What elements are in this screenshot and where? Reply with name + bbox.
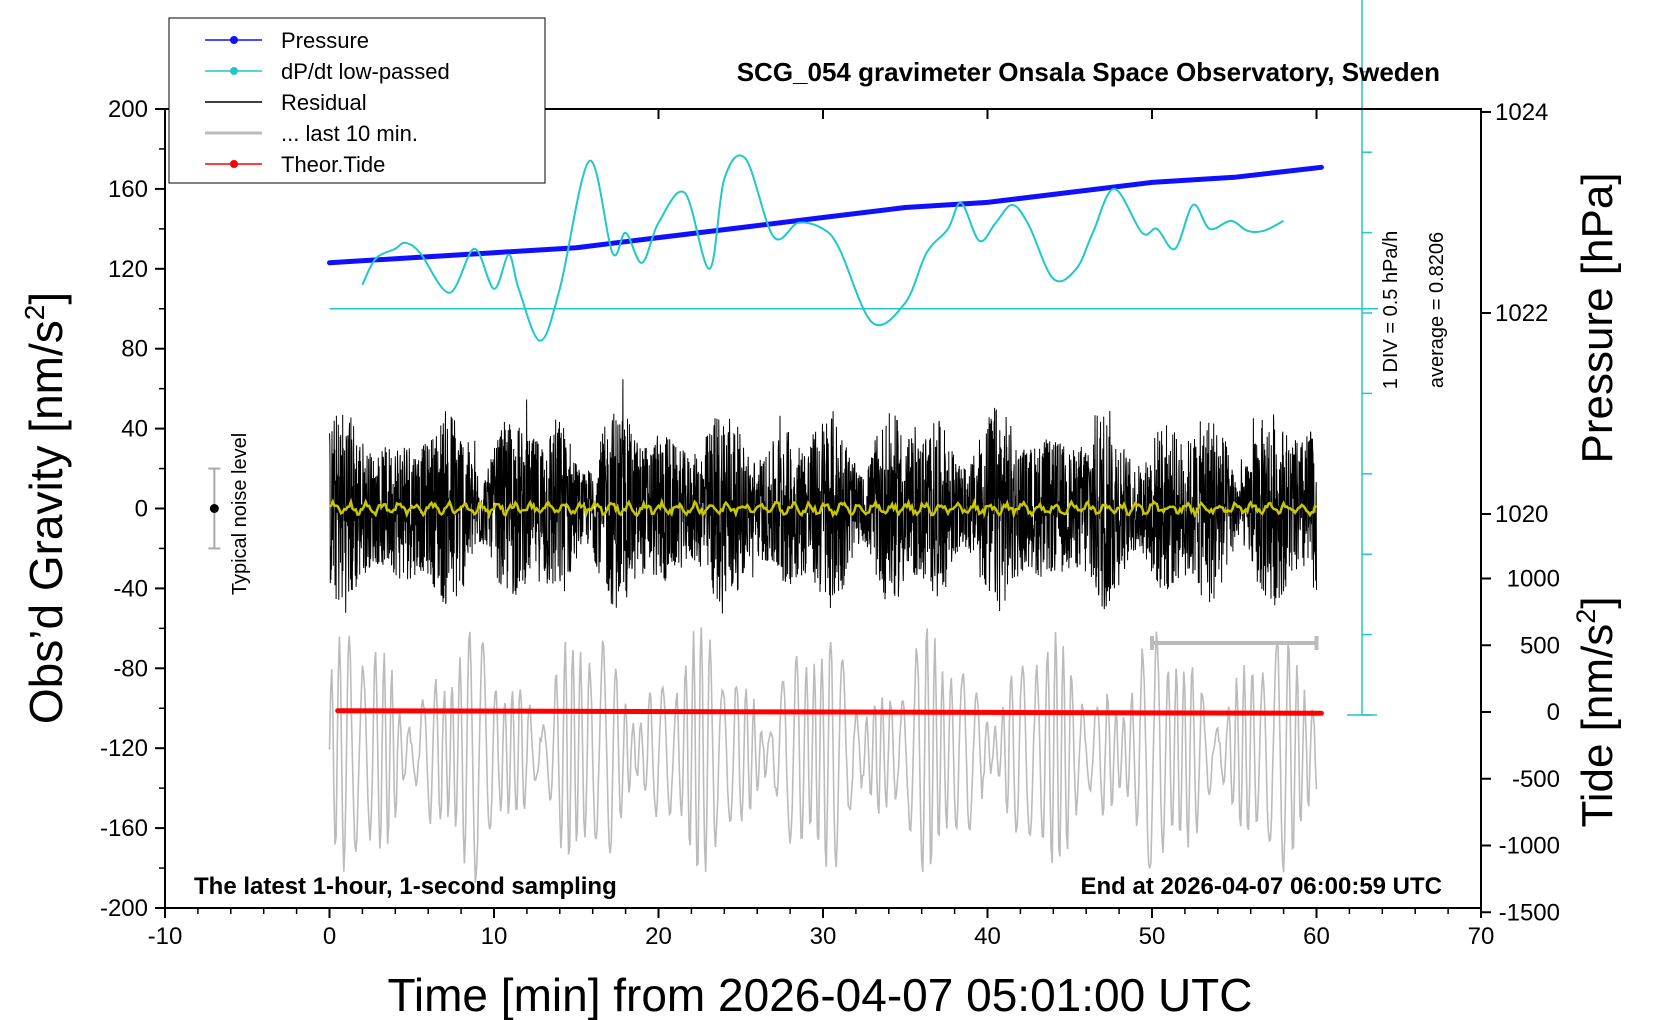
y-tick-label: 160	[108, 176, 148, 203]
x-tick-label: 0	[323, 923, 336, 950]
x-tick-label: 60	[1303, 923, 1330, 950]
legend-swatch-marker	[230, 36, 238, 44]
legend-swatch-marker	[230, 160, 238, 168]
x-tick-label: 10	[481, 923, 508, 950]
pressure-tick-label: 1020	[1495, 501, 1548, 528]
legend-label: Theor.Tide	[281, 152, 385, 177]
tide-tick-label: 500	[1520, 632, 1560, 659]
tide-tick-label: -1000	[1499, 833, 1560, 860]
residual-smoothed-series	[328, 497, 1318, 520]
y-axis-label-gravity: Obs’d Gravity [nm/s2]	[19, 292, 72, 724]
y-tick-label: -160	[100, 815, 148, 842]
y-axis-label-gravity-sup: 2	[19, 305, 50, 321]
legend-items: Pressure dP/dt low-passed Residual ... last…	[205, 28, 450, 177]
legend-label: dP/dt low-passed	[281, 59, 450, 84]
y-tick-label: -200	[100, 895, 148, 922]
noise-bar-point	[209, 504, 219, 513]
annotation-noise-level: Typical noise level	[229, 433, 251, 595]
legend-swatch-marker	[230, 67, 238, 75]
x-tick-label: 70	[1468, 923, 1495, 950]
chart-title: SCG_054 gravimeter Onsala Space Observat…	[737, 57, 1440, 87]
legend-label: Pressure	[281, 28, 369, 53]
data-layer	[208, 0, 1378, 883]
y-tick-label: 80	[121, 336, 148, 363]
tide-tick-label: -500	[1512, 766, 1560, 793]
annotation-end-time: End at 2026-04-07 06:00:59 UTC	[1081, 873, 1443, 900]
tide-tick-label: -1500	[1499, 899, 1560, 926]
y-axis-label-gravity-close: ]	[20, 292, 72, 305]
pressure-series	[327, 164, 1324, 266]
x-tick-label: 50	[1139, 923, 1166, 950]
dp-dt-low-passed-series	[361, 154, 1285, 342]
y-axis-label-pressure: Pressure [hPa]	[1573, 172, 1622, 463]
last-10-min-curve	[328, 627, 1318, 883]
x-tick-label: 40	[974, 923, 1001, 950]
legend-box	[168, 17, 546, 184]
x-tick-label: 30	[810, 923, 837, 950]
axes-layer: -10 0 10 20 30 40 50 60 7020016012080400-40-80-1…	[100, 96, 1560, 950]
y-tick-label: 200	[108, 96, 148, 123]
legend: Pressure dP/dt low-passed Residual ... last…	[168, 17, 546, 184]
theor-tide-series	[335, 708, 1324, 716]
y-tick-label: 120	[108, 256, 148, 283]
legend-label: Residual	[281, 90, 367, 115]
y-axis-label-tide-sup: 2	[1571, 609, 1601, 624]
residual-series	[329, 379, 1317, 614]
y-tick-label: 40	[121, 416, 148, 443]
y-tick-label: -80	[113, 655, 148, 682]
y-axis-label-tide: Tide [nm/s2]	[1571, 596, 1622, 827]
y-tick-label: 0	[135, 496, 148, 523]
x-axis-label: Time [min] from 2026-04-07 05:01:00 UTC	[388, 969, 1253, 1020]
y-tick-label: -40	[113, 575, 148, 602]
y-axis-label-gravity-main: Obs’d Gravity [nm/s	[20, 320, 72, 724]
annotation-dpdt-average: average = 0.8206	[1426, 232, 1448, 388]
x-tick-label: -10	[148, 923, 183, 950]
tide-tick-label: 1000	[1507, 566, 1560, 593]
pressure-tick-label: 1024	[1495, 99, 1548, 126]
annotation-sampling: The latest 1-hour, 1-second sampling	[194, 873, 617, 900]
pressure-tick-label: 1022	[1495, 300, 1548, 327]
y-tick-label: -120	[100, 735, 148, 762]
x-tick-label: 20	[645, 923, 672, 950]
annotation-dpdt-scale: 1 DIV = 0.5 hPa/h	[1380, 231, 1402, 389]
y-axis-label-tide-main: Tide [nm/s	[1573, 624, 1622, 828]
legend-label: ... last 10 min.	[281, 121, 418, 146]
y-axis-label-tide-close: ]	[1573, 596, 1622, 608]
tide-tick-label: 0	[1547, 699, 1560, 726]
